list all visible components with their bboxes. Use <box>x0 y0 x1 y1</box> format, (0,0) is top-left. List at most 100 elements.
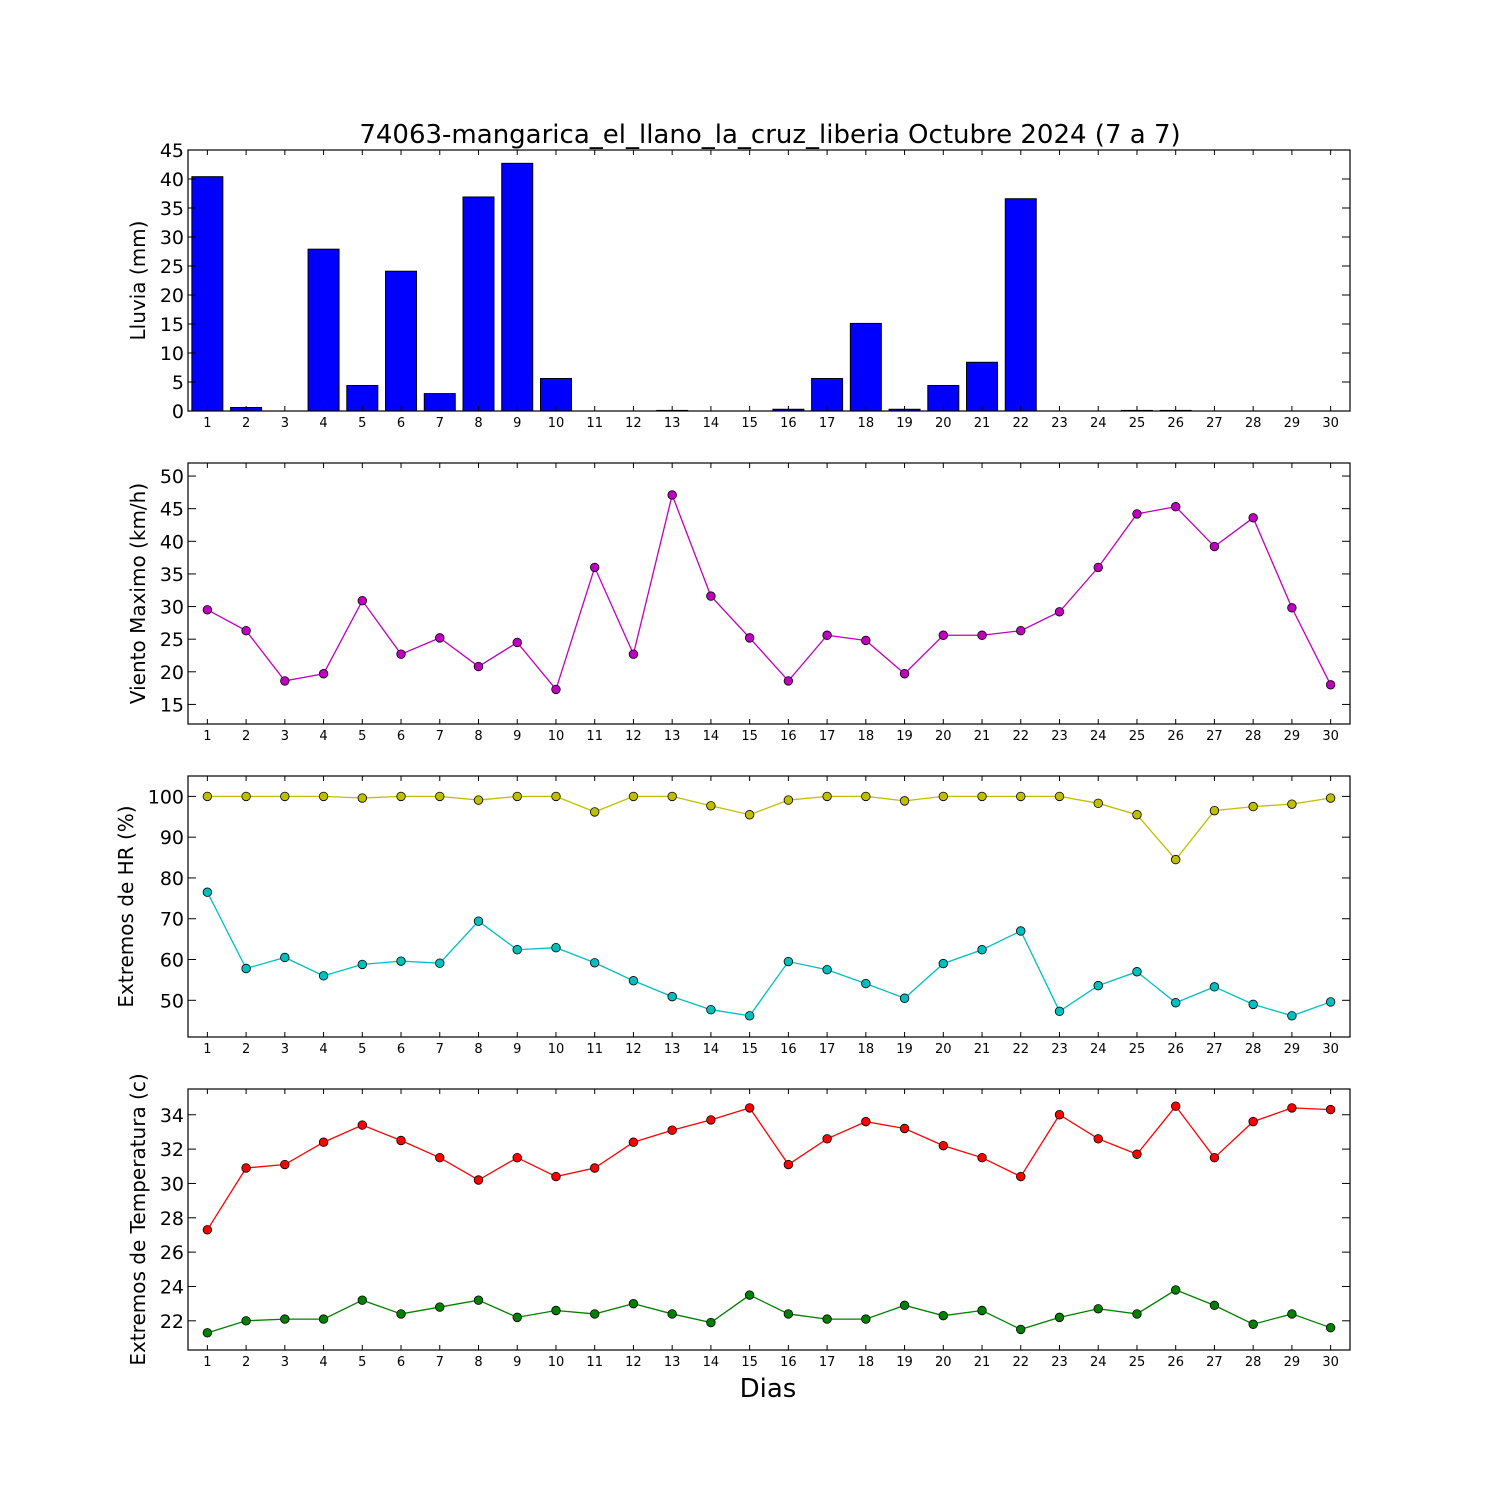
point-s1-day-24 <box>1093 562 1103 573</box>
point-s1-day-1 <box>202 791 213 802</box>
point-s2-day-15 <box>744 1290 755 1300</box>
x-tick-label: 3 <box>281 416 289 431</box>
point-s2-day-2 <box>241 963 251 974</box>
x-tick-label: 21 <box>974 1355 991 1370</box>
x-tick-label: 23 <box>1051 1355 1068 1370</box>
x-tick-label: 22 <box>1012 1042 1029 1057</box>
x-tick-label: 26 <box>1167 1355 1184 1370</box>
point-s1-day-26 <box>1170 854 1181 865</box>
point-s1-day-19 <box>899 1123 910 1134</box>
point-s1-day-2 <box>241 625 251 636</box>
point-s2-day-29 <box>1287 1011 1297 1021</box>
x-tick-label: 5 <box>358 1355 366 1370</box>
plot-frame <box>187 149 1351 412</box>
point-s2-day-21 <box>977 1305 987 1316</box>
point-s2-day-17 <box>822 965 832 975</box>
x-tick-label: 2 <box>242 1355 250 1370</box>
point-s1-day-14 <box>706 801 716 811</box>
point-s2-day-1 <box>202 887 213 897</box>
x-tick-label: 18 <box>858 1355 875 1370</box>
x-tick-label: 1 <box>203 416 211 431</box>
point-s2-day-29 <box>1287 1309 1297 1319</box>
y-tick-label: 30 <box>160 1173 184 1195</box>
x-tick-label: 14 <box>703 729 720 744</box>
point-s1-day-11 <box>590 807 600 817</box>
y-tick-label: 24 <box>160 1276 184 1298</box>
point-s2-day-18 <box>861 1314 871 1324</box>
bar-day-21 <box>966 361 999 412</box>
x-tick-label: 15 <box>741 1355 758 1370</box>
x-tick-label: 29 <box>1284 416 1301 431</box>
point-s1-day-11 <box>590 1163 600 1173</box>
x-tick-label: 24 <box>1090 1355 1107 1370</box>
x-tick-label: 22 <box>1012 1355 1029 1370</box>
bar-day-8 <box>462 196 495 412</box>
point-s1-day-29 <box>1287 603 1297 613</box>
series-line-1 <box>207 795 1331 861</box>
point-s2-day-12 <box>628 976 639 986</box>
point-s1-day-11 <box>590 562 600 573</box>
point-s2-day-10 <box>551 942 561 953</box>
y-tick-label: 50 <box>160 990 184 1012</box>
y-tick-label: 25 <box>160 256 184 278</box>
x-tick-label: 13 <box>664 729 681 744</box>
point-s1-day-6 <box>396 649 406 659</box>
plot-frame <box>187 775 1351 1038</box>
x-tick-label: 13 <box>664 1355 681 1370</box>
x-tick-label: 30 <box>1322 416 1339 431</box>
x-tick-label: 24 <box>1090 1042 1107 1057</box>
x-tick-label: 3 <box>281 1355 289 1370</box>
point-s1-day-27 <box>1209 805 1220 816</box>
point-s2-day-11 <box>590 958 600 968</box>
point-s2-day-28 <box>1248 999 1258 1010</box>
x-tick-label: 6 <box>397 1042 405 1057</box>
point-s1-day-16 <box>783 676 794 686</box>
x-tick-label: 15 <box>741 416 758 431</box>
x-tick-label: 1 <box>203 1355 211 1370</box>
point-s1-day-21 <box>977 630 987 640</box>
point-s2-day-22 <box>1016 926 1026 936</box>
y-tick-label: 28 <box>160 1208 184 1230</box>
y-tick-label: 45 <box>160 499 184 521</box>
point-s1-day-13 <box>667 791 677 802</box>
point-s1-day-17 <box>822 1134 832 1144</box>
y-tick-label: 100 <box>148 786 184 808</box>
x-tick-label: 20 <box>935 729 952 744</box>
point-s1-day-28 <box>1248 801 1258 812</box>
point-s1-day-22 <box>1016 791 1026 802</box>
x-axis-label: Dias <box>740 1374 797 1404</box>
x-tick-label: 2 <box>242 1042 250 1057</box>
series-line-1 <box>207 492 1332 691</box>
plot-frame <box>187 1088 1351 1351</box>
x-tick-label: 21 <box>974 416 991 431</box>
x-tick-label: 7 <box>436 1042 444 1057</box>
bar-day-17 <box>811 378 844 412</box>
point-s2-day-5 <box>357 1295 368 1305</box>
x-tick-label: 17 <box>819 729 836 744</box>
point-s1-day-16 <box>783 1159 794 1170</box>
bar-day-18 <box>849 322 882 412</box>
point-s1-day-12 <box>628 649 639 659</box>
point-s2-day-4 <box>318 971 329 981</box>
point-s1-day-23 <box>1054 1110 1065 1120</box>
bar-day-1 <box>191 176 224 412</box>
x-tick-label: 15 <box>741 1042 758 1057</box>
y-axis-label: Lluvia (mm) <box>126 221 150 341</box>
x-tick-label: 5 <box>358 729 366 744</box>
point-s1-day-3 <box>280 791 290 802</box>
point-s1-day-3 <box>280 1159 290 1170</box>
point-s1-day-6 <box>396 791 406 802</box>
point-s2-day-14 <box>706 1317 716 1328</box>
x-tick-label: 16 <box>780 416 797 431</box>
x-tick-label: 30 <box>1322 729 1339 744</box>
x-tick-label: 23 <box>1051 416 1068 431</box>
point-s1-day-2 <box>241 791 251 802</box>
x-tick-label: 3 <box>281 1042 289 1057</box>
point-s2-day-3 <box>280 1314 290 1324</box>
x-tick-label: 26 <box>1167 416 1184 431</box>
x-tick-label: 10 <box>548 729 565 744</box>
point-s1-day-13 <box>667 490 677 500</box>
point-s1-day-24 <box>1093 798 1103 809</box>
x-tick-label: 21 <box>974 1042 991 1057</box>
x-tick-label: 9 <box>513 1355 521 1370</box>
